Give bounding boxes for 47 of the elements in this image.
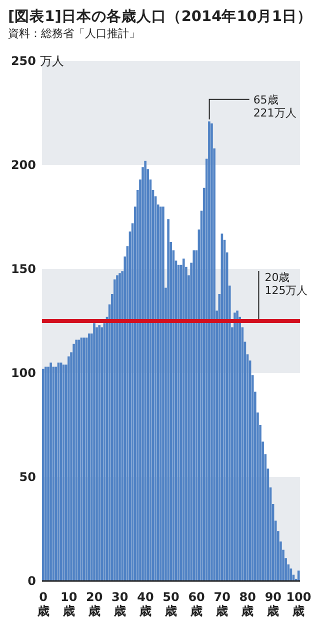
x-tick-label: 80歳 <box>239 590 256 618</box>
y-tick-label: 200 <box>10 158 36 172</box>
x-tick-label: 20歳 <box>86 590 103 618</box>
bar <box>210 123 213 581</box>
ref-line-label: 20歳 125万人 <box>264 271 308 297</box>
x-tick-label: 70歳 <box>214 590 230 618</box>
x-tick-label: 90歳 <box>264 590 282 618</box>
y-tick-label: 150 <box>10 262 36 276</box>
bar <box>44 366 47 581</box>
bar <box>75 340 78 581</box>
bar <box>42 368 44 581</box>
bar <box>88 333 90 581</box>
annotation: 65歳 221万人 <box>253 93 296 120</box>
y-tick-label: 0 <box>28 574 36 588</box>
y-tick-label: 50 <box>19 470 36 484</box>
bar <box>50 362 52 581</box>
x-tick-label: 100歳 <box>286 590 312 618</box>
y-tick-label: 250 <box>10 54 36 68</box>
chart-title: [図表1]日本の各歳人口（2014年10月1日） <box>8 8 313 26</box>
bar <box>114 279 116 581</box>
bar <box>192 250 196 581</box>
bar <box>160 206 162 581</box>
x-tick-label: 10歳 <box>60 590 78 618</box>
bar <box>52 366 55 581</box>
x-tick-label: 50歳 <box>162 590 180 618</box>
bar <box>144 160 146 581</box>
x-tick-label: 40歳 <box>137 590 154 618</box>
bar <box>47 366 50 581</box>
bar <box>72 344 75 581</box>
y-axis-title: 万人 <box>40 54 64 68</box>
bar <box>68 356 70 581</box>
bar <box>234 312 236 581</box>
bar <box>118 273 121 581</box>
chart-subtitle: 資料：総務省「人口推計」 <box>8 26 141 41</box>
bar <box>182 258 185 581</box>
bar <box>98 325 100 581</box>
bar <box>208 121 210 581</box>
bar <box>96 327 98 581</box>
bar <box>167 219 170 581</box>
x-tick-label: 60歳 <box>188 590 205 618</box>
bar <box>162 206 164 581</box>
bar <box>116 275 118 581</box>
bar <box>236 310 238 581</box>
x-tick-label: 30歳 <box>112 590 128 618</box>
y-tick-label: 100 <box>10 366 36 380</box>
bar <box>93 323 96 581</box>
x-tick-label: 0歳 <box>36 590 50 618</box>
